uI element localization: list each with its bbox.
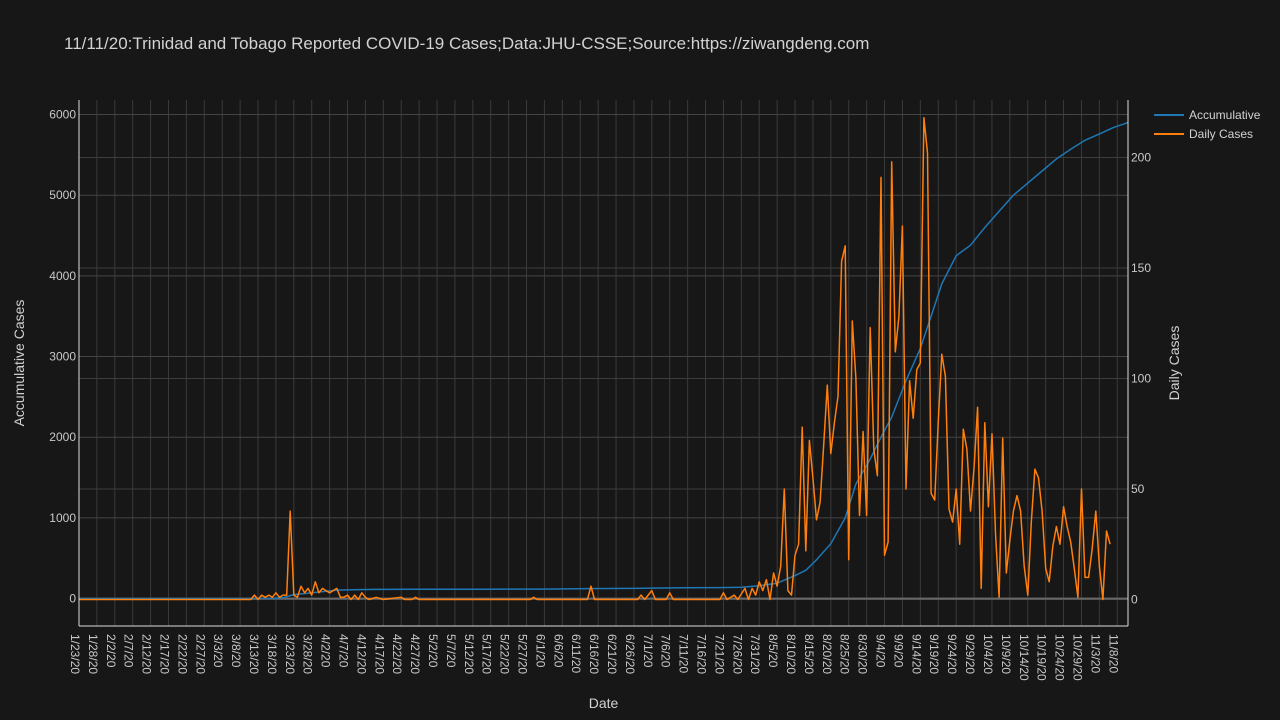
y2-tick-label: 150 (1131, 261, 1151, 275)
x-tick-label: 4/12/20 (354, 634, 368, 674)
y-axis-title: Accumulative Cases (11, 300, 27, 427)
x-tick-label: 7/16/20 (695, 634, 709, 674)
x-tick-label: 8/25/20 (838, 634, 852, 674)
series-layer (79, 116, 1129, 601)
x-tick-label: 9/29/20 (963, 634, 977, 674)
y-tick-label: 0 (69, 592, 76, 606)
y-tick-label: 1000 (49, 511, 76, 525)
x-tick-label: 7/31/20 (748, 634, 762, 674)
x-tick-label: 3/28/20 (301, 634, 315, 674)
chart-title: 11/11/20:Trinidad and Tobago Reported CO… (64, 34, 870, 53)
x-tick-label: 9/19/20 (927, 634, 941, 674)
x-tick-label: 5/2/20 (426, 634, 440, 668)
ticks-layer: 1/23/20 1/28/20 2/2/20 2/7/20 2/12/20 2/17/20… (49, 108, 1151, 682)
x-tick-label: 7/1/20 (641, 634, 655, 668)
axes-layer (78, 100, 1129, 627)
x-tick-label: 7/26/20 (730, 634, 744, 674)
x-tick-label: 4/17/20 (372, 634, 386, 674)
x-tick-label: 3/3/20 (211, 634, 225, 668)
x-tick-label: 9/9/20 (891, 634, 905, 668)
x-tick-label: 6/1/20 (533, 634, 547, 668)
grid-layer (78, 100, 1128, 626)
y2-tick-label: 100 (1131, 371, 1151, 385)
x-tick-label: 2/17/20 (158, 634, 172, 674)
x-tick-label: 4/2/20 (319, 634, 333, 668)
x-tick-label: 5/7/20 (444, 634, 458, 668)
x-tick-label: 5/12/20 (462, 634, 476, 674)
x-tick-label: 2/7/20 (122, 634, 136, 668)
x-tick-label: 6/26/20 (623, 634, 637, 674)
x-tick-label: 8/10/20 (784, 634, 798, 674)
x-tick-label: 3/8/20 (229, 634, 243, 668)
x-tick-label: 2/12/20 (140, 634, 154, 674)
legend-label[interactable]: Accumulative (1189, 108, 1261, 122)
x-tick-label: 7/11/20 (677, 634, 691, 673)
x-tick-label: 7/6/20 (659, 634, 673, 668)
y2-axis-title: Daily Cases (1166, 326, 1182, 401)
x-tick-label: 5/27/20 (516, 634, 530, 674)
y2-tick-label: 50 (1131, 482, 1145, 496)
x-tick-label: 10/24/20 (1053, 634, 1067, 681)
x-tick-label: 4/7/20 (337, 634, 351, 668)
x-tick-label: 10/4/20 (981, 634, 995, 674)
x-tick-label: 2/2/20 (104, 634, 118, 668)
x-tick-label: 4/27/20 (408, 634, 422, 674)
x-tick-label: 11/3/20 (1088, 634, 1102, 673)
x-tick-label: 10/19/20 (1035, 634, 1049, 681)
x-tick-label: 5/22/20 (498, 634, 512, 674)
x-tick-label: 6/11/20 (569, 634, 583, 673)
x-tick-label: 3/23/20 (283, 634, 297, 674)
y2-tick-label: 0 (1131, 592, 1138, 606)
y-tick-label: 5000 (49, 188, 76, 202)
y-tick-label: 2000 (49, 430, 76, 444)
x-tick-label: 11/8/20 (1106, 634, 1120, 673)
x-axis-title: Date (589, 695, 619, 711)
x-tick-label: 6/16/20 (587, 634, 601, 674)
x-tick-label: 10/9/20 (999, 634, 1013, 674)
series-line-daily-cases (79, 116, 1111, 601)
x-tick-label: 9/4/20 (874, 634, 888, 668)
x-tick-label: 6/6/20 (551, 634, 565, 668)
x-tick-label: 9/14/20 (909, 634, 923, 674)
x-tick-label: 8/5/20 (766, 634, 780, 668)
y-tick-label: 6000 (49, 108, 76, 122)
x-tick-label: 2/22/20 (175, 634, 189, 674)
x-tick-label: 2/27/20 (193, 634, 207, 674)
legend[interactable]: Accumulative Daily Cases (1154, 108, 1261, 141)
legend-label[interactable]: Daily Cases (1189, 127, 1253, 141)
x-tick-label: 4/22/20 (390, 634, 404, 674)
x-tick-label: 10/14/20 (1017, 634, 1031, 681)
x-tick-label: 5/17/20 (480, 634, 494, 674)
x-tick-label: 6/21/20 (605, 634, 619, 674)
x-tick-label: 3/13/20 (247, 634, 261, 674)
x-tick-label: 3/18/20 (265, 634, 279, 674)
x-tick-label: 1/23/20 (68, 634, 82, 674)
x-tick-label: 8/15/20 (802, 634, 816, 674)
y-tick-label: 4000 (49, 269, 76, 283)
series-line-accumulative (79, 121, 1129, 600)
y-tick-label: 3000 (49, 350, 76, 364)
x-tick-label: 10/29/20 (1070, 634, 1084, 681)
x-tick-label: 9/24/20 (945, 634, 959, 674)
y2-tick-label: 200 (1131, 150, 1151, 164)
x-tick-label: 8/20/20 (820, 634, 834, 674)
x-tick-label: 7/21/20 (712, 634, 726, 674)
x-tick-label: 1/28/20 (86, 634, 100, 674)
x-tick-label: 8/30/20 (856, 634, 870, 674)
